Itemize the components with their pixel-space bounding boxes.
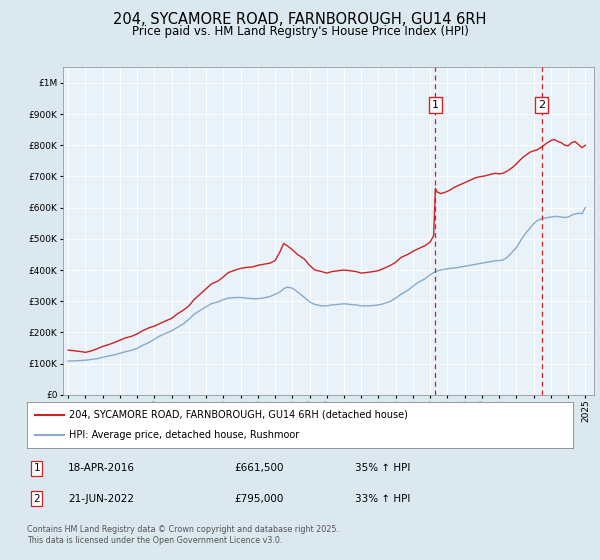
Text: 33% ↑ HPI: 33% ↑ HPI	[355, 494, 410, 503]
Text: Price paid vs. HM Land Registry's House Price Index (HPI): Price paid vs. HM Land Registry's House …	[131, 25, 469, 38]
Text: £661,500: £661,500	[235, 464, 284, 473]
Text: Contains HM Land Registry data © Crown copyright and database right 2025.
This d: Contains HM Land Registry data © Crown c…	[27, 525, 339, 545]
Text: 204, SYCAMORE ROAD, FARNBOROUGH, GU14 6RH: 204, SYCAMORE ROAD, FARNBOROUGH, GU14 6R…	[113, 12, 487, 27]
Text: 21-JUN-2022: 21-JUN-2022	[68, 494, 134, 503]
Text: 2: 2	[538, 100, 545, 110]
Text: 35% ↑ HPI: 35% ↑ HPI	[355, 464, 410, 473]
Text: HPI: Average price, detached house, Rushmoor: HPI: Average price, detached house, Rush…	[69, 430, 299, 440]
Text: 204, SYCAMORE ROAD, FARNBOROUGH, GU14 6RH (detached house): 204, SYCAMORE ROAD, FARNBOROUGH, GU14 6R…	[69, 410, 408, 420]
Text: 18-APR-2016: 18-APR-2016	[68, 464, 135, 473]
Text: £795,000: £795,000	[235, 494, 284, 503]
Text: 1: 1	[34, 464, 40, 473]
Text: 2: 2	[34, 494, 40, 503]
Text: 1: 1	[432, 100, 439, 110]
